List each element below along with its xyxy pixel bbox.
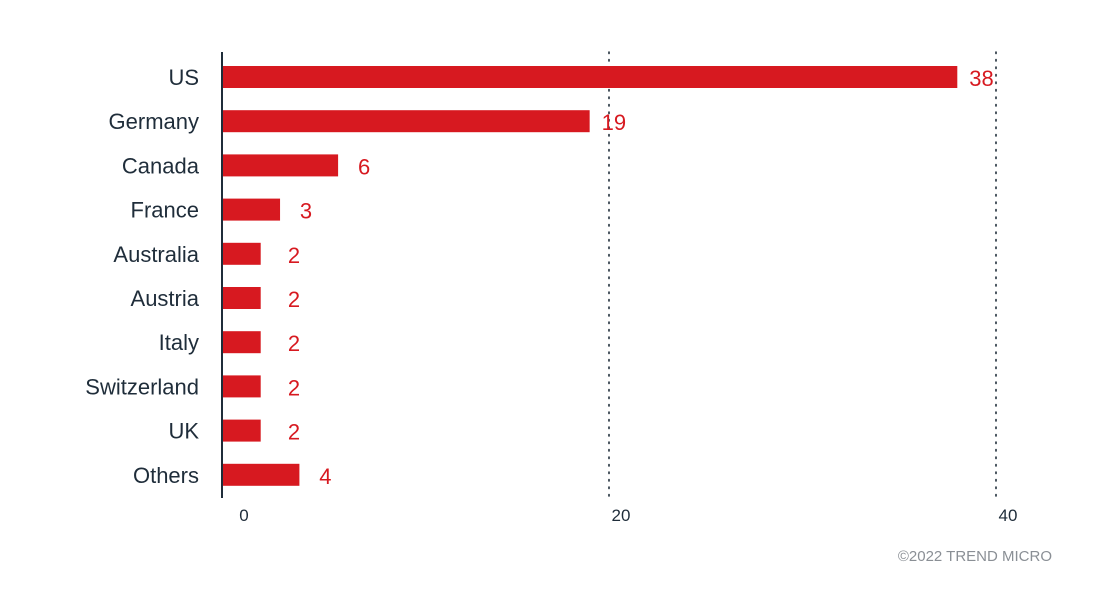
bar-others [222,463,300,486]
category-label: Switzerland [85,374,199,399]
category-label: US [168,65,199,90]
x-tick-label: 20 [612,506,631,525]
category-label: UK [168,419,199,444]
bar-uk [222,419,261,442]
category-label: Germany [109,109,199,134]
value-label: 2 [288,375,300,400]
bar-italy [222,331,261,354]
value-label: 2 [288,243,300,268]
value-label: 4 [319,464,331,489]
chart-svg: US 38 Germany 19 Canada 6 France 3 Australia 2 Aus… [85,51,1018,525]
bar-france [222,198,281,221]
category-label: France [131,198,199,223]
value-label: 38 [969,66,993,91]
category-label: Italy [159,330,199,355]
bar-germany [222,110,590,133]
category-label: Others [133,463,199,488]
bar-canada [222,154,339,177]
x-tick-label: 0 [239,506,248,525]
copyright-text: ©2022 TREND MICRO [897,548,1052,565]
bar-australia [222,242,261,265]
category-label: Australia [113,242,199,267]
value-label: 6 [358,154,370,179]
bar-switzerland [222,375,261,398]
category-label: Canada [122,153,200,178]
value-label: 2 [288,287,300,312]
category-label: Austria [131,286,200,311]
bar-us [222,66,958,88]
value-label: 2 [288,420,300,445]
bar-austria [222,287,261,309]
value-label: 19 [602,110,626,135]
value-label: 3 [300,199,312,224]
value-label: 2 [288,331,300,356]
x-tick-label: 40 [999,506,1018,525]
